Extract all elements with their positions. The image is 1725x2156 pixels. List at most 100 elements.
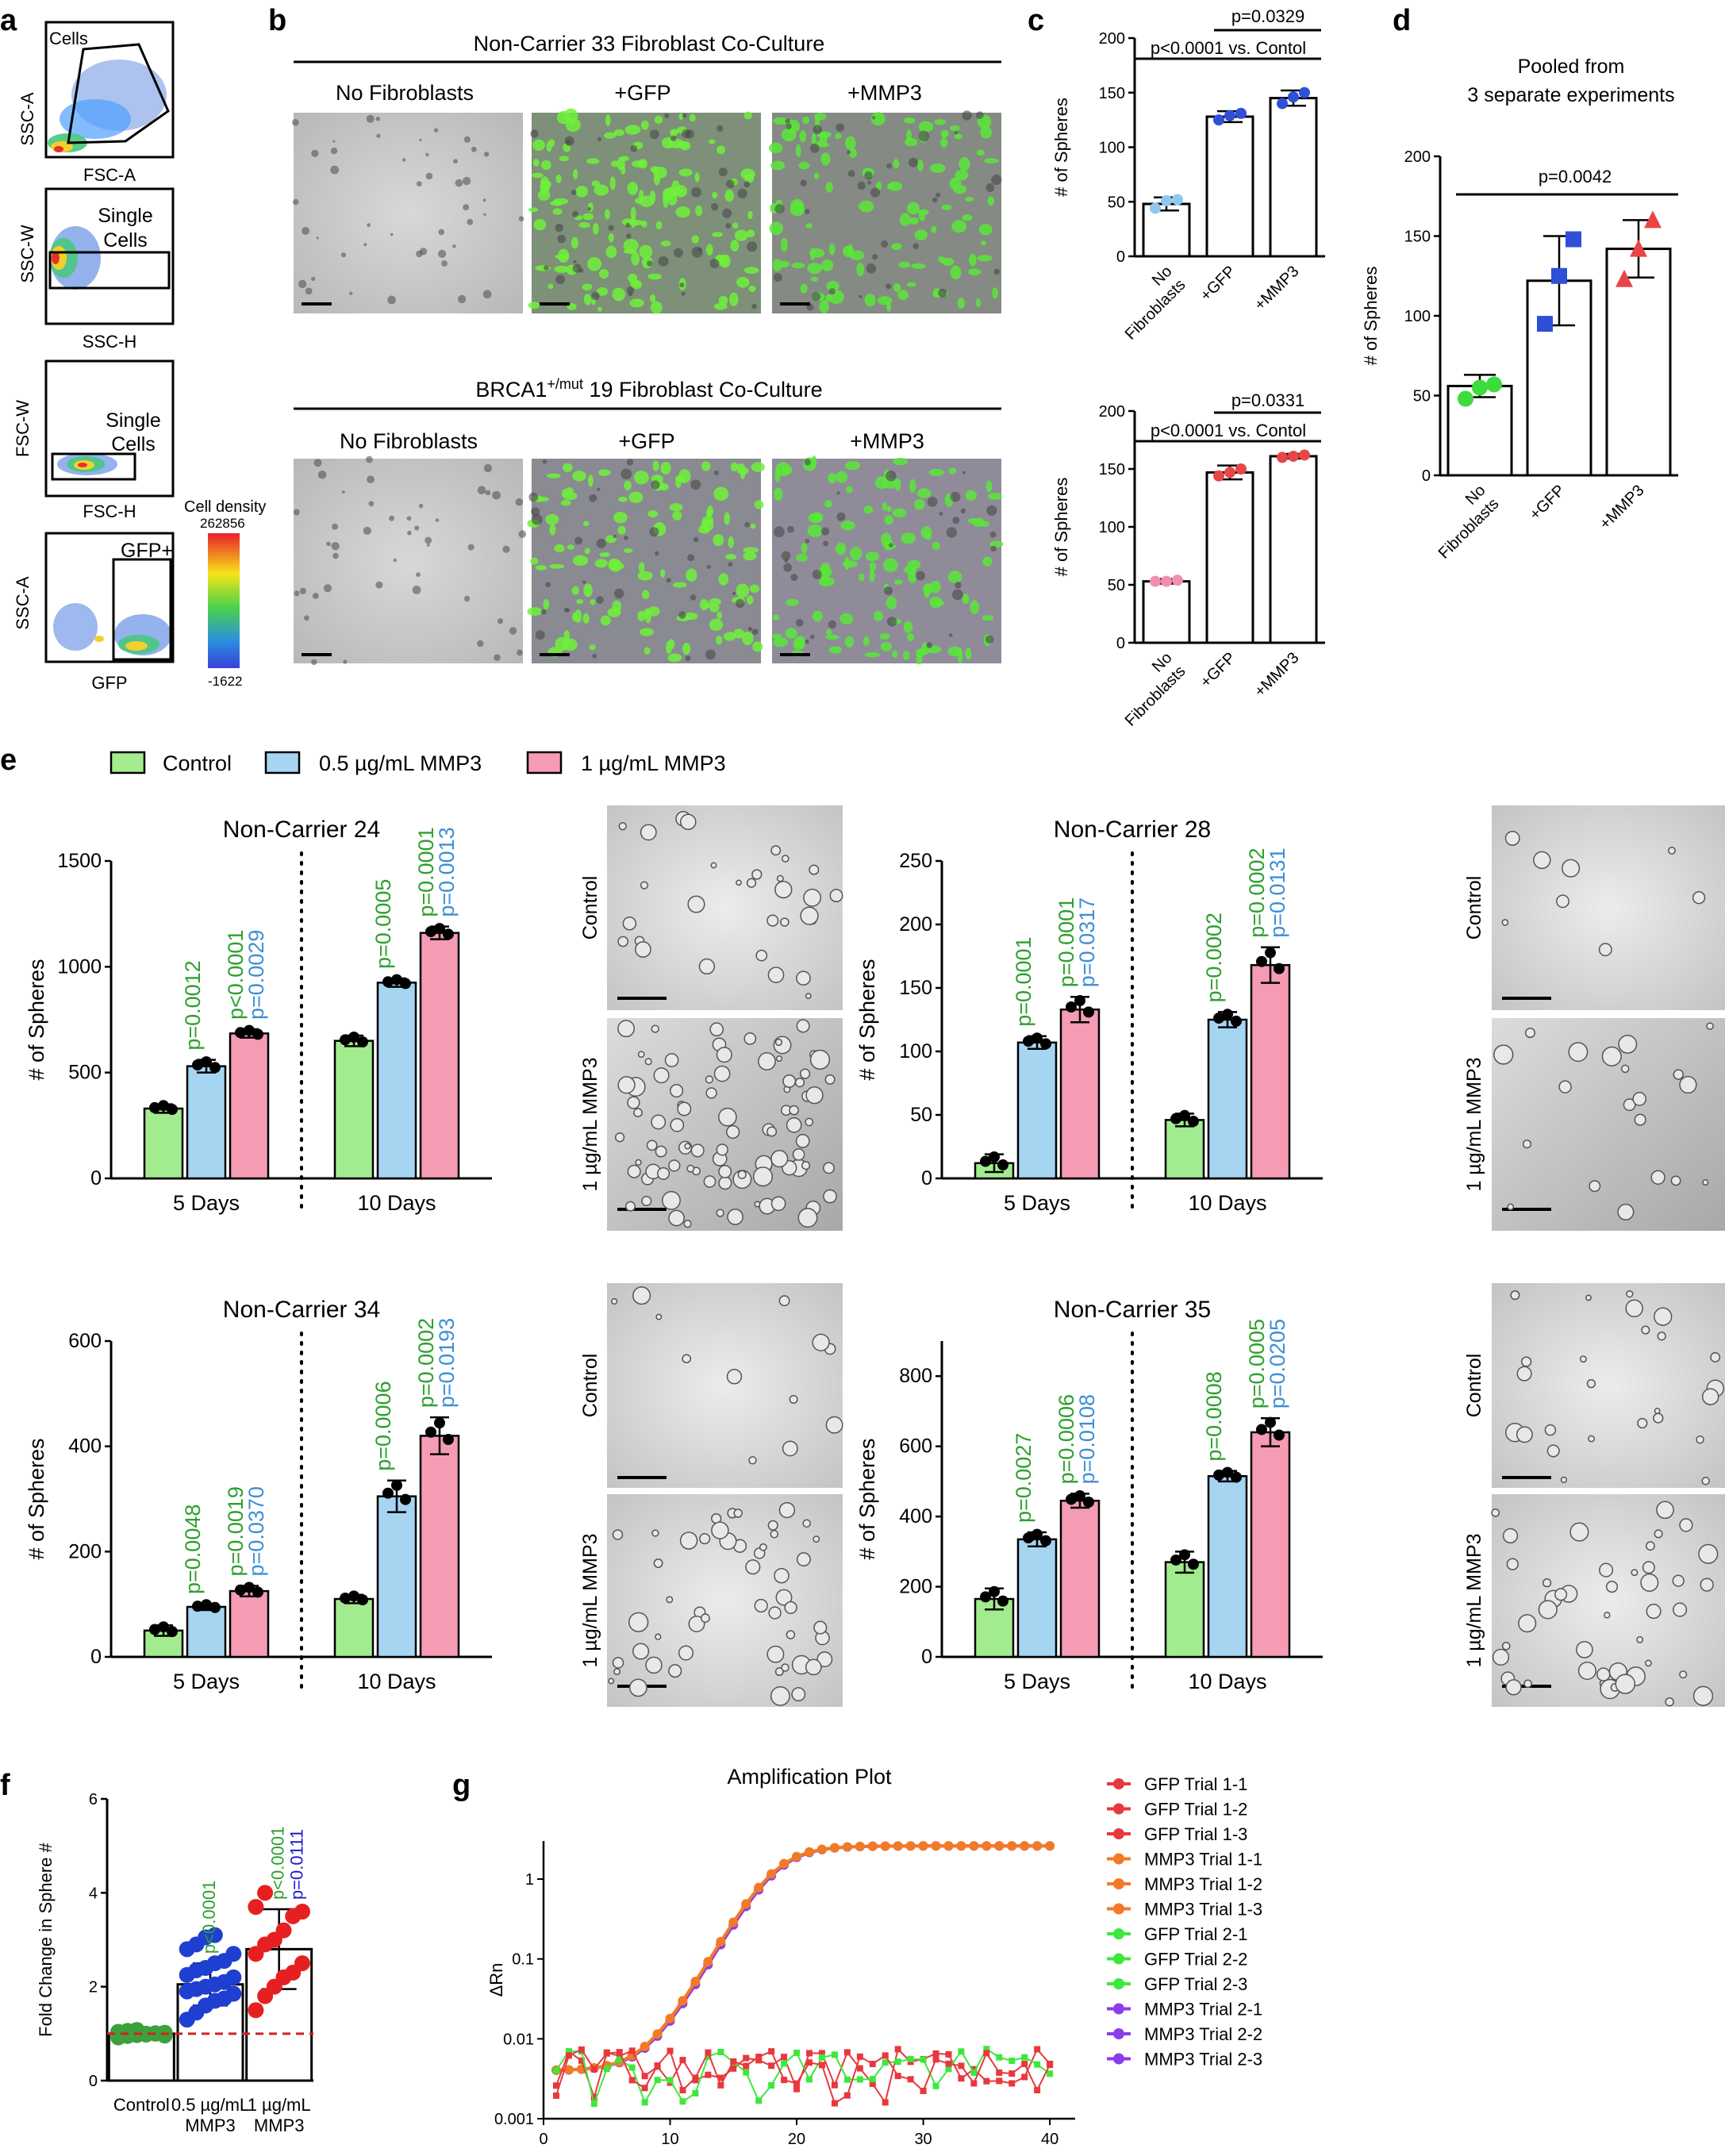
data-point [1023, 1532, 1034, 1544]
image-label: 1 µg/mL MMP3 [1463, 1533, 1485, 1667]
y-tick-label: 400 [899, 1505, 932, 1528]
fluorescent-cell [583, 583, 593, 598]
sphere [302, 227, 310, 235]
fluorescent-cell [826, 280, 839, 292]
sphere [755, 949, 768, 962]
sphere [726, 1124, 740, 1139]
fluorescent-cell [970, 600, 979, 615]
chart-c-top: 0 50 100 150 200 # of Spheres NoFibroblasts +GF… [1051, 6, 1325, 344]
fluorescent-cell [667, 653, 682, 663]
sphere [736, 879, 742, 886]
data-point [1172, 575, 1183, 586]
fluorescent-cell [826, 628, 832, 636]
sphere [1538, 1600, 1558, 1620]
fluorescent-cell [701, 518, 714, 532]
sphere [635, 941, 651, 958]
y-tick-label: 50 [1108, 577, 1125, 594]
fluorescent-cell [578, 221, 590, 229]
sphere [366, 455, 373, 463]
bar [1164, 1561, 1205, 1658]
fluorescent-cell [869, 562, 877, 572]
y-tick-label: 500 [68, 1062, 102, 1084]
x-tick-label: +MMP3 [1251, 263, 1303, 314]
sphere [1599, 1562, 1614, 1578]
legend-marker [1113, 2003, 1124, 2015]
data-point [425, 926, 436, 938]
sphere [655, 1633, 662, 1640]
sphere [716, 1209, 724, 1217]
fluorescent-cell [904, 565, 916, 575]
p-value: p=0.0317 [1075, 897, 1099, 987]
data-point [192, 1601, 203, 1612]
fluorescent-cell [751, 462, 765, 472]
sphere [509, 627, 517, 635]
legend-label: Control [163, 751, 232, 775]
bar [1205, 115, 1254, 258]
sphere [438, 229, 444, 236]
sphere [342, 490, 345, 494]
sphere [886, 283, 892, 290]
data-point [252, 1586, 263, 1598]
sphere [713, 470, 720, 476]
fluorescent-cell [903, 117, 916, 124]
sphere [800, 179, 807, 186]
sphere [497, 618, 504, 625]
data-point [248, 2002, 264, 2019]
image-label: Control [579, 876, 601, 940]
fluorescent-cell [709, 603, 720, 613]
sphere [813, 125, 823, 134]
sphere [782, 1074, 797, 1088]
fluorescent-cell [709, 139, 716, 144]
bar [376, 1495, 417, 1658]
sphere [572, 210, 579, 217]
data-point [1172, 194, 1183, 206]
data-point [192, 1059, 203, 1071]
fluorescent-cell [582, 213, 594, 221]
sphere [790, 574, 798, 582]
sphere [796, 619, 804, 627]
bar [333, 1597, 375, 1658]
sphere [770, 1685, 790, 1706]
panel-b-coculture-images: Non-Carrier 33 Fibroblast Co-Culture No … [294, 32, 1004, 665]
p-value: p=0.0005 [371, 879, 395, 969]
sphere [313, 459, 322, 467]
sphere [733, 1508, 743, 1518]
sphere [608, 1678, 615, 1685]
fluorescent-cell [647, 273, 662, 280]
sphere [1560, 1476, 1568, 1484]
fluorescent-cell [632, 160, 645, 168]
sphere [316, 236, 319, 240]
x-tick-label: NoFibroblasts [1108, 263, 1189, 344]
sphere [467, 544, 474, 551]
data-point [443, 928, 454, 940]
fluorescent-cell [743, 551, 757, 561]
micrograph-control [1492, 805, 1725, 1010]
fluorescent-cell [921, 642, 928, 654]
sphere [1577, 1661, 1596, 1681]
data-point [1256, 955, 1267, 967]
sphere [1642, 1561, 1655, 1574]
fluorescent-cell [724, 189, 734, 202]
sphere [664, 1053, 679, 1067]
sphere [494, 654, 501, 661]
legend-marker [1113, 1853, 1124, 1865]
fluorescent-cell [728, 536, 734, 548]
data-point [1213, 114, 1224, 126]
fluorescent-cell [929, 163, 946, 173]
micrograph-mmp3 [772, 113, 1001, 313]
sphere [626, 459, 634, 466]
fluorescent-cell [559, 156, 569, 162]
sphere [1562, 859, 1581, 878]
sphere [886, 163, 892, 169]
amplification-point [640, 2041, 650, 2051]
data-point [1458, 390, 1473, 407]
fluorescent-cell [678, 469, 691, 483]
sphere [828, 288, 836, 295]
fluorescent-cell [746, 595, 754, 605]
fluorescent-cell [647, 509, 659, 518]
fluorescent-cell [660, 240, 671, 247]
fluorescent-cell [862, 636, 870, 646]
sphere [1670, 1175, 1681, 1186]
fluorescent-cell [805, 223, 813, 229]
fluorescent-cell [712, 232, 723, 237]
